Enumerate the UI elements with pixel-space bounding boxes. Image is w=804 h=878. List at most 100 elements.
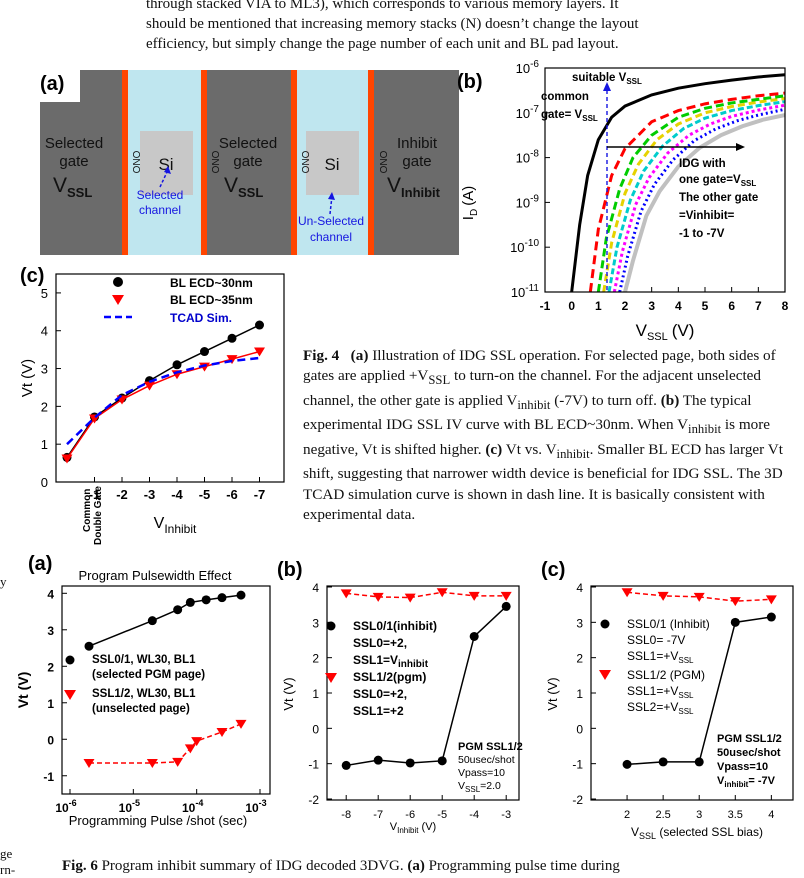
fig6a-y-ticks: 4 3 2 1 0 -1	[43, 587, 67, 784]
selected-gate-text: gate	[233, 153, 262, 170]
data-point	[657, 591, 669, 601]
caption-text: Illustration of IDG SSL operation. For s…	[303, 347, 776, 385]
legend-marker-triangle	[325, 673, 337, 683]
note-title: PGM SSL1/2	[458, 741, 523, 753]
fig4c-x-first-tick: Common	[82, 489, 93, 532]
data-point	[658, 757, 668, 767]
fig6b-legend: SSL0/1(inhibit) SSL0=+2, SSL1=Vinhibit S…	[325, 619, 437, 718]
x-tick-label: 1	[595, 299, 602, 313]
left-fragment-1: y	[0, 574, 7, 589]
caption-ref: (a)	[350, 347, 369, 364]
legend-entry: SSL1/2, WL30, BL1	[92, 688, 196, 700]
fig6b-frame	[326, 585, 520, 801]
x-tick-label: 4	[768, 809, 774, 821]
left-fragment-3: rn-	[0, 862, 16, 877]
fig4c-y-ticks: 0 1 2 3 4 5	[41, 286, 61, 490]
legend-marker-circle	[65, 655, 75, 665]
x-tick-label: -7	[254, 487, 266, 502]
y-tick-label: 0	[312, 722, 319, 736]
ono-layer	[368, 70, 374, 255]
fig4b-y-label: ID(A)	[460, 186, 480, 220]
fig6-caption-title: Fig. 6	[62, 858, 98, 874]
fig6c-chart: (c) 4 3 2 1 0 -1 -2 2 2.5 3 3.5 4 Vt (V) VSSL (sel…	[541, 559, 794, 841]
data-point	[373, 755, 383, 765]
fig6a-y-label: Vt (V)	[15, 672, 31, 709]
y-tick-label: -1	[43, 770, 54, 784]
data-point	[83, 758, 95, 768]
y-tick-label: 3	[312, 616, 319, 630]
data-point	[84, 641, 94, 651]
data-point	[144, 381, 155, 391]
caption-text: . Smaller BL ECD has larger Vt shift, su…	[303, 440, 783, 523]
fig4-caption-title: Fig. 4	[303, 347, 340, 364]
legend-entry: (selected PGM page)	[92, 669, 205, 681]
arrow-head-icon	[328, 192, 335, 200]
note-line: Vinhibit= -7V	[717, 775, 776, 789]
fig4c-x-ticks: -1 -2 -3 -4 -5 -6 -7	[89, 477, 266, 502]
data-point	[61, 454, 73, 464]
series-line	[588, 91, 786, 293]
y-tick-label: 10-9	[516, 193, 540, 210]
fig6c-frame	[590, 585, 794, 801]
caption-ref: (b)	[660, 391, 680, 409]
y-tick-label: 4	[47, 587, 54, 601]
data-point	[191, 737, 203, 747]
legend-entry: BL ECD~30nm	[170, 276, 253, 290]
data-point	[622, 759, 632, 769]
x-tick-label: 6	[728, 299, 735, 313]
legend-entry: SSL0/1 (Inhibit)	[627, 617, 710, 631]
suitable-vssl-annotation: suitable VSSL	[572, 72, 642, 86]
caption-text: is more negative, Vt is shifted higher.	[303, 416, 771, 458]
x-tick-label: -5	[437, 809, 447, 821]
legend-entry: SSL0/1, WL30, BL1	[92, 654, 196, 666]
si-body-unselected	[306, 131, 359, 195]
fig4c-series	[61, 320, 265, 464]
series-line	[618, 107, 786, 293]
y-tick-label: 1	[312, 687, 319, 701]
y-tick-label: 1	[41, 437, 48, 452]
inhibit-gate-text: gate	[402, 153, 431, 170]
series-line	[66, 324, 260, 458]
legend-entry: BL ECD~35nm	[170, 293, 253, 307]
y-tick-label: 4	[312, 581, 319, 595]
series-line	[596, 94, 786, 293]
y-tick-label: 4	[41, 324, 48, 339]
data-point	[405, 758, 415, 768]
y-tick-label: 10-11	[511, 283, 540, 300]
legend-entry: (unselected page)	[92, 703, 190, 715]
fig6c-x-label: VSSL (selected SSL bias)	[631, 825, 763, 841]
legend-entry: SSL1=Vinhibit	[353, 653, 429, 670]
x-tick-label: 4	[675, 299, 682, 313]
data-point	[173, 605, 183, 615]
inhibit-gate-block	[374, 70, 459, 255]
x-tick-label: 3	[648, 299, 655, 313]
v-ssl-label: VSSL	[53, 174, 92, 200]
series-line	[66, 356, 260, 446]
data-point	[730, 617, 740, 627]
fig4b-frame	[544, 67, 786, 293]
y-tick-label: 3	[41, 362, 48, 377]
caption-sub: inhibit	[517, 397, 551, 412]
fig6b-series	[340, 588, 512, 770]
data-point	[765, 595, 777, 605]
fig6a-frame	[61, 585, 271, 795]
fig4-caption: Fig. 4 (a) Illustration of IDG SSL opera…	[303, 346, 801, 525]
fig6c-panel-label: (c)	[541, 559, 565, 581]
series-line	[623, 113, 786, 293]
data-point	[147, 616, 157, 626]
fig6a-series	[83, 590, 247, 768]
other-gate-annotation: The other gate	[679, 192, 758, 204]
common-gate-annotation: gate= VSSL	[541, 109, 598, 123]
caption-text: to turn-on the channel. For the adjacent…	[303, 367, 761, 409]
y-tick-label: 1	[47, 697, 54, 711]
data-point	[372, 592, 384, 602]
selected-gate-text: Selected	[219, 135, 277, 152]
fig6b-x-label: VInhibit (V)	[390, 821, 436, 835]
fig4b-panel-label: (b)	[457, 71, 483, 93]
idg-annotation: one gate=VSSL	[679, 174, 756, 188]
x-tick-label: 10-5	[119, 798, 140, 815]
middle-gate-block	[207, 70, 291, 255]
fig6b-panel-label: (b)	[277, 559, 303, 581]
x-tick-label: 2	[622, 299, 629, 313]
